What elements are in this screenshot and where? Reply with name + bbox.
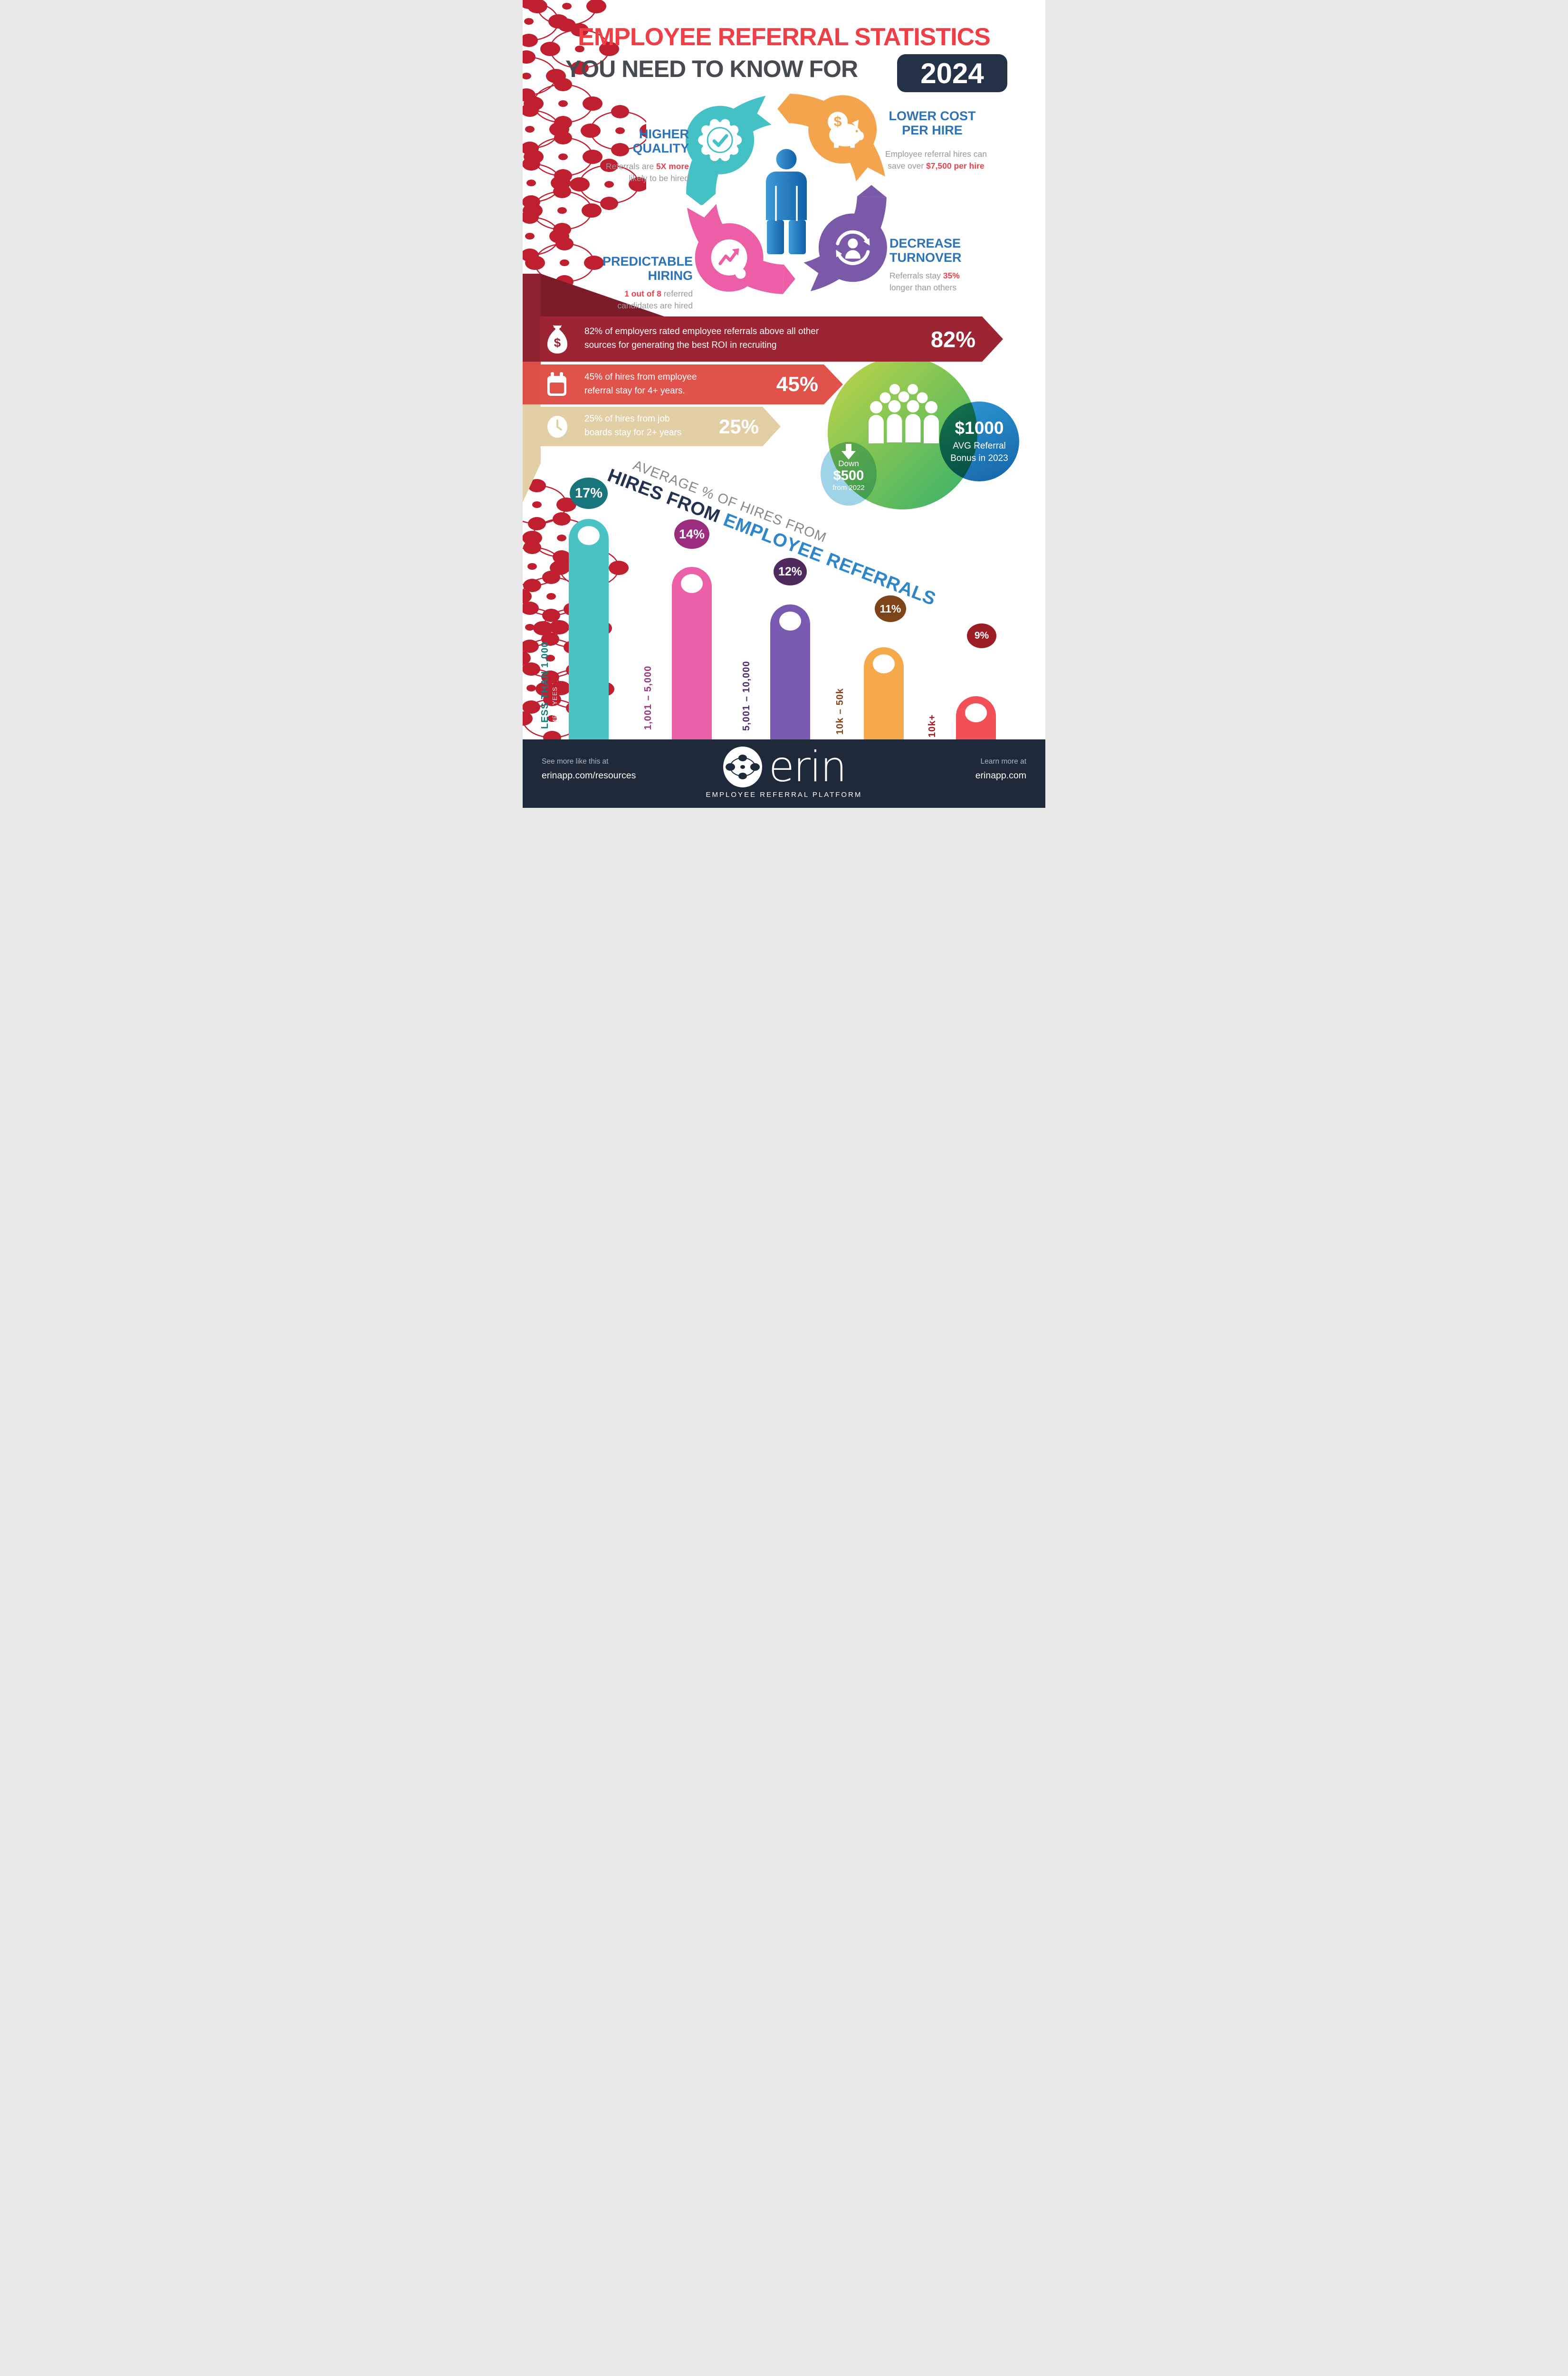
avg-bonus-circle (939, 402, 1019, 481)
people-group-icon (869, 384, 939, 443)
person-icon (766, 149, 807, 254)
bar-5001-10000: 5,001 – 10,000 EMPLOYEES (741, 604, 810, 739)
banner-roi-82: $ 82% of employers rated employee referr… (540, 316, 1003, 362)
ribbon-column-red (523, 362, 541, 404)
label-higher-quality: HIGHER QUALITY (632, 127, 689, 155)
desc-lower-cost: Employee referral hires can save over $7… (885, 149, 987, 171)
erin-logo: erin (523, 745, 1045, 789)
label-predictable-hiring: PREDICTABLE HIRING (602, 254, 693, 283)
banner-jobboard-value: 25% (718, 415, 759, 438)
badge-17: 17% (570, 478, 608, 509)
trend-arrow-icon (711, 239, 747, 279)
avg-bonus-text: $1000 AVG Referral Bonus in 2023 (950, 418, 1008, 463)
ribbon-column-maroon (523, 274, 541, 362)
bar-10k-50k: 10k – 50k EMPLOYEES (835, 647, 904, 739)
resources-label: See more like this at (542, 757, 609, 766)
turnover-refresh-icon (836, 230, 870, 265)
banner-jobboard-25: 25% of hires from job boards stay for 2+ … (540, 407, 781, 446)
footer: See more like this at erinapp.com/resour… (523, 739, 1045, 808)
banner-roi-value: 82% (930, 326, 975, 352)
referral-benefits-cycle-diagram: $ (686, 94, 887, 294)
bar-less-than-1000: LESS THAN 1,000 EMPLOYEES (540, 519, 609, 739)
piggy-bank-icon: $ (828, 112, 864, 148)
resources-link[interactable]: erinapp.com/resources (542, 770, 636, 781)
learn-more-link[interactable]: erinapp.com (975, 770, 1026, 781)
badge-11: 11% (875, 595, 906, 622)
down-arrow-icon (841, 444, 856, 460)
desc-decrease-turnover: Referrals stay 35% longer than others (889, 271, 960, 292)
year-badge: 2024 (897, 54, 1007, 92)
calendar-icon (546, 372, 567, 397)
svg-text:$: $ (834, 114, 842, 130)
bar-hole (681, 574, 703, 593)
ribbon-column-tan (523, 404, 541, 446)
erin-logo-circle-icon (723, 747, 762, 787)
banner-roi-text: 82% of employers rated employee referral… (584, 326, 819, 350)
badge-9: 9% (967, 623, 996, 648)
banner-jobboard-text: 25% of hires from job boards stay for 2+ … (584, 414, 682, 438)
money-bag-icon: $ (546, 325, 568, 354)
bar-hole (873, 654, 895, 673)
desc-higher-quality: Referrals are 5X more likely to be hired (605, 162, 689, 183)
badge-12: 12% (774, 558, 807, 585)
clock-icon (546, 416, 568, 438)
bar-10k-plus: 10k+ EMPLOYEES (927, 695, 996, 739)
banner-retention-text: 45% of hires from employee referral stay … (584, 372, 697, 396)
erin-wordmark: erin (768, 742, 847, 791)
bar-hole (779, 612, 801, 631)
label-lower-cost: LOWER COST PER HIRE (889, 109, 976, 137)
quality-badge-icon (698, 119, 742, 161)
subtitle: YOU NEED TO KNOW FOR (565, 56, 858, 82)
main-title: EMPLOYEE REFERRAL STATISTICS (578, 23, 991, 51)
desc-predictable-hiring: 1 out of 8 referred candidates are hired (617, 289, 693, 310)
label-decrease-turnover: DECREASE TURNOVER (889, 236, 962, 265)
bonus-change-text: Down $500 from 2022 (832, 459, 865, 492)
footer-tagline: EMPLOYEE REFERRAL PLATFORM (706, 791, 862, 799)
bar-hole (578, 526, 600, 545)
infographic-page: EMPLOYEE REFERRAL STATISTICS YOU NEED TO… (523, 0, 1045, 808)
banner-retention-45: 45% of hires from employee referral stay … (540, 364, 843, 404)
footer-resources: See more like this at erinapp.com/resour… (542, 757, 636, 781)
banner-retention-value: 45% (776, 373, 818, 396)
svg-text:$: $ (554, 335, 561, 350)
footer-learn-more: Learn more at erinapp.com (975, 757, 1026, 781)
learn-more-label: Learn more at (980, 757, 1027, 766)
bar-1001-5000: 1,001 – 5,000 EMPLOYEES (643, 567, 712, 739)
bar-hole (965, 703, 987, 722)
badge-14: 14% (674, 519, 709, 549)
